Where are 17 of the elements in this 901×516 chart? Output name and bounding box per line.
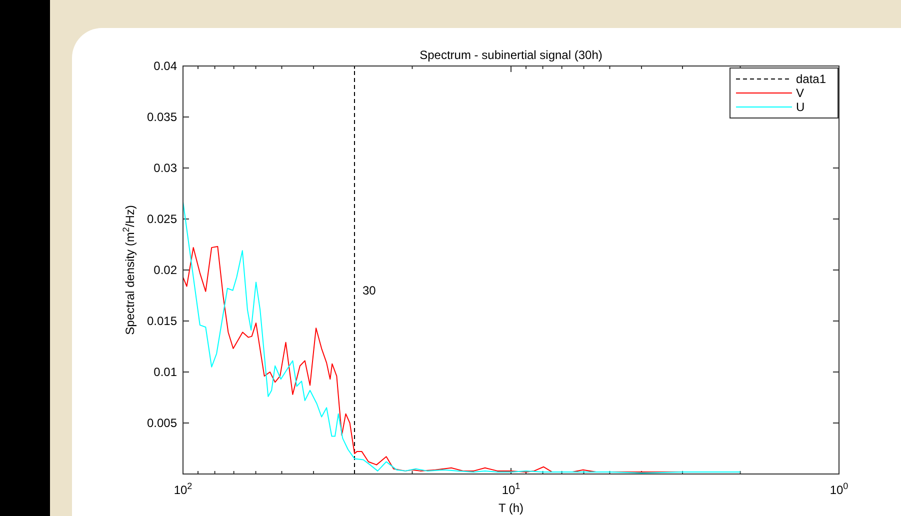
y-tick-label: 0.005 (146, 416, 178, 430)
legend-label: U (796, 100, 805, 114)
legend-label: data1 (796, 72, 826, 86)
x-axis-title: T (h) (498, 501, 524, 515)
y-tick-label: 0.03 (154, 161, 178, 176)
y-tick-label: 0.02 (154, 263, 178, 278)
y-tick-label: 0.01 (154, 365, 178, 380)
x-tick-label: 10$^{2}$ (174, 481, 192, 497)
y-tick-label: 0.035 (146, 110, 178, 124)
chart-title: Spectrum - subinertial signal (30h) (420, 48, 602, 62)
legend-label: V (796, 86, 804, 100)
y-tick-label: 0.04 (154, 59, 178, 74)
y-tick-label: 0.015 (146, 314, 178, 328)
annotation: 30 (362, 284, 376, 298)
y-tick-label: 0.025 (146, 212, 178, 226)
x-tick-label: 10$^{0}$ (830, 481, 848, 497)
x-tick-label: 10$^{1}$ (502, 481, 520, 497)
